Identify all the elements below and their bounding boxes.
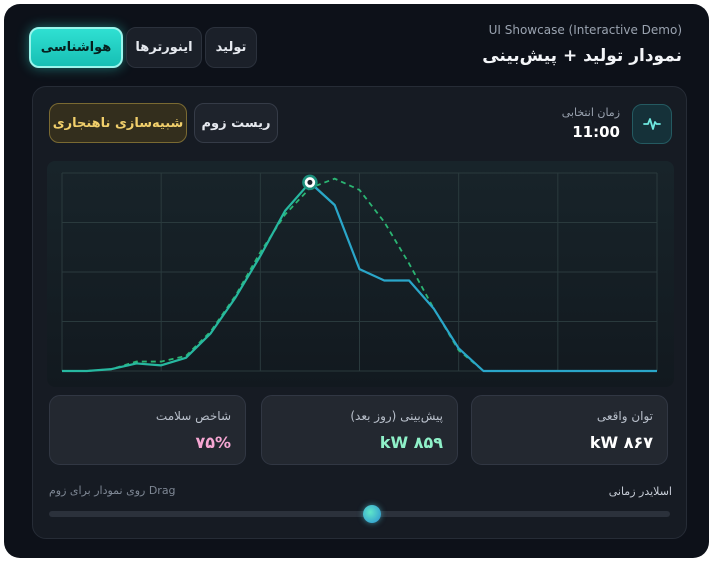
tab-production[interactable]: تولید [205, 27, 257, 68]
time-slider-thumb[interactable] [362, 505, 381, 523]
chart-panel: زمان انتخابی 11:00 ریست زوم شبیه‌سازی نا… [32, 86, 687, 539]
stat-card-forecast: پیش‌بینی (روز بعد) kW ۸۵۹ [261, 395, 458, 465]
page-title: نمودار تولید + پیش‌بینی [482, 46, 682, 66]
actual-series-line-rise [62, 181, 336, 373]
chart-background [47, 161, 674, 387]
reset-zoom-button[interactable]: ریست زوم [194, 103, 278, 143]
selected-time-label: زمان انتخابی [561, 106, 620, 119]
selected-point-marker-center [307, 179, 313, 185]
zoom-hint: Drag روی نمودار برای زوم [49, 484, 176, 497]
stat-value-actual: kW ۸۶۷ [589, 433, 653, 452]
selected-time-value: 11:00 [572, 123, 620, 141]
chart-svg[interactable] [47, 161, 674, 387]
tab-inverters[interactable]: اینورترها [126, 27, 202, 68]
stat-card-health: شاخص سلامت ۷۵% [49, 395, 246, 465]
stat-label-actual: توان واقعی [596, 409, 653, 423]
stat-value-health: ۷۵% [195, 433, 231, 452]
page-subtitle: UI Showcase (Interactive Demo) [488, 23, 682, 37]
production-chart[interactable] [47, 161, 674, 387]
simulate-anomaly-button[interactable]: شبیه‌سازی ناهنجاری [49, 103, 187, 143]
stat-label-forecast: پیش‌بینی (روز بعد) [350, 409, 443, 423]
time-slider-label: اسلایدر زمانی [608, 485, 672, 498]
actual-series-line-fall [309, 181, 657, 373]
activity-pulse-icon [632, 104, 672, 144]
stat-value-forecast: kW ۸۵۹ [379, 433, 443, 452]
tab-weather[interactable]: هواشناسی [29, 27, 123, 68]
app-window: هواشناسی اینورترها تولید UI Showcase (In… [4, 4, 709, 558]
time-slider-track[interactable] [49, 505, 670, 523]
stat-card-actual: توان واقعی kW ۸۶۷ [471, 395, 668, 465]
stat-label-health: شاخص سلامت [155, 409, 231, 423]
